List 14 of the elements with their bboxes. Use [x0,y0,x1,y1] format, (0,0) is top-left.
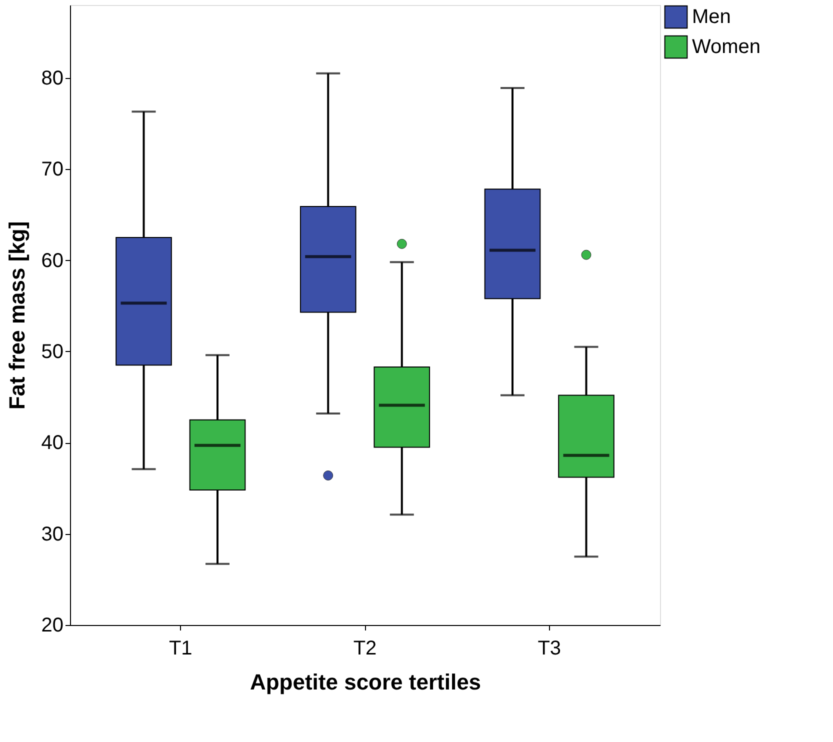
y-tick-label: 50 [41,340,64,363]
x-tick-label: T3 [538,638,562,660]
x-tick-label: T1 [168,638,192,660]
y-tick-label: 30 [41,523,64,546]
y-tick-label: 60 [41,250,64,272]
y-tick-label: 70 [41,158,64,181]
y-tick-label: 20 [41,614,64,636]
y-tick-label: 40 [41,432,64,454]
legend-label: Men [692,6,731,28]
x-axis-title: Appetite score tertiles [250,670,482,694]
legend-label: Women [692,36,761,58]
y-axis-title: Fat free mass [kg] [4,221,30,410]
x-tick-label: T2 [353,638,377,660]
y-tick-label: 80 [41,67,64,90]
